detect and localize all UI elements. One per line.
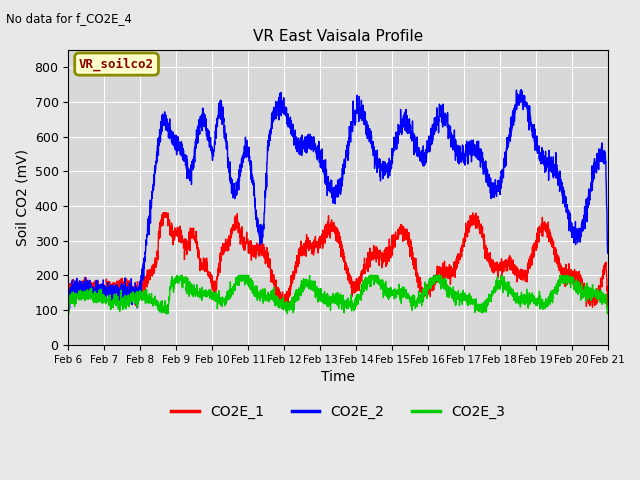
CO2E_2 xyxy=(536,156,543,162)
CO2E_1 xyxy=(65,307,72,313)
CO2E_2 xyxy=(65,306,72,312)
CO2E_1 xyxy=(126,284,134,289)
CO2E_3 xyxy=(604,311,611,316)
CO2E_2 xyxy=(295,136,303,142)
CO2E_3 xyxy=(295,297,303,302)
CO2E_1 xyxy=(65,305,72,311)
CO2E_1 xyxy=(158,213,166,218)
X-axis label: Time: Time xyxy=(321,370,355,384)
Line: CO2E_1: CO2E_1 xyxy=(68,213,607,310)
CO2E_3 xyxy=(271,294,279,300)
Text: VR_soilco2: VR_soilco2 xyxy=(79,58,154,71)
CO2E_3 xyxy=(126,300,134,306)
Line: CO2E_3: CO2E_3 xyxy=(68,276,607,313)
CO2E_3 xyxy=(173,273,181,278)
CO2E_1 xyxy=(593,300,601,306)
CO2E_2 xyxy=(517,87,525,93)
Legend: CO2E_1, CO2E_2, CO2E_3: CO2E_1, CO2E_2, CO2E_3 xyxy=(165,399,511,424)
CO2E_2 xyxy=(65,307,72,313)
CO2E_1 xyxy=(159,210,167,216)
CO2E_3 xyxy=(593,287,601,293)
Title: VR East Vaisala Profile: VR East Vaisala Profile xyxy=(253,29,423,44)
CO2E_2 xyxy=(593,156,601,161)
Line: CO2E_2: CO2E_2 xyxy=(68,90,607,310)
CO2E_1 xyxy=(271,288,279,294)
CO2E_2 xyxy=(126,293,134,299)
CO2E_1 xyxy=(295,254,303,260)
CO2E_2 xyxy=(158,112,166,118)
CO2E_3 xyxy=(65,311,72,316)
CO2E_3 xyxy=(158,304,166,310)
Y-axis label: Soil CO2 (mV): Soil CO2 (mV) xyxy=(15,149,29,246)
CO2E_1 xyxy=(536,224,543,229)
CO2E_1 xyxy=(604,294,611,300)
Text: No data for f_CO2E_4: No data for f_CO2E_4 xyxy=(6,12,132,25)
CO2E_2 xyxy=(604,250,611,256)
CO2E_3 xyxy=(535,300,543,305)
CO2E_2 xyxy=(271,108,279,114)
